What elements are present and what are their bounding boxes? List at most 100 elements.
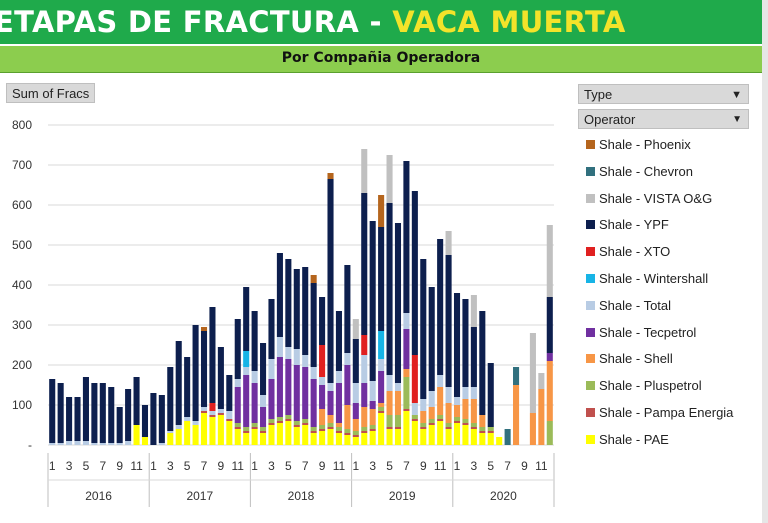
bar-segment [462,425,469,445]
bar-segment [361,149,368,193]
bar-segment [260,433,267,445]
bar-segment [66,397,73,441]
legend-label: Shale - Chevron [599,163,693,179]
bar-segment [386,415,393,427]
bar-segment [158,395,165,443]
bar-segment [82,441,89,445]
bar-segment [403,313,410,329]
bar-segment [150,393,157,445]
bar-segment [445,387,452,403]
bar-segment [285,419,292,421]
bar-segment [361,407,368,427]
legend-label: Shale - Phoenix [599,137,691,152]
bar-segment [276,357,283,417]
bar-segment [352,431,359,435]
bar-segment [285,415,292,419]
bar-segment [420,259,427,399]
legend-label: Shale - VISTA O&G [599,190,713,206]
bar-segment [470,429,477,445]
bar-segment [175,425,182,429]
legend-swatch [586,166,595,176]
bar-segment [352,435,359,437]
operator-filter-button[interactable]: Operator ▼ [578,109,749,129]
bar-segment [453,417,461,421]
bar-segment [453,405,461,417]
bar-segment [251,423,258,427]
bar-segment [378,411,385,413]
bar-segment [335,383,342,423]
x-tick-label: 9 [116,459,123,473]
page-subtitle: Por Compañia Operadora [281,50,481,66]
bar-segment [529,413,536,445]
bar-segment [470,387,477,399]
bar-segment [243,367,250,375]
bar-segment [487,433,494,445]
bar-segment [99,383,106,443]
x-tick-label: 3 [471,459,478,473]
bar-segment [403,369,410,377]
bar-segment [82,377,89,441]
bar-segment [251,371,258,383]
bar-segment [200,327,208,331]
bar-segment [243,375,250,427]
bar-segment [319,345,326,377]
bar-segment [234,319,241,379]
value-field-button[interactable]: Sum of Fracs [6,83,96,103]
bar-segment [437,415,444,419]
bar-segment [251,429,258,445]
bar-segment [479,415,486,427]
bar-segment [234,427,241,429]
bar-segment [141,405,149,437]
bar-segment [344,265,351,353]
bar-segment [378,413,385,445]
bar-segment [217,409,224,413]
bar-segment [268,423,275,425]
bar-segment [453,397,461,405]
year-label: 2017 [186,489,213,503]
bar-segment [192,425,199,445]
bar-segment [470,427,477,429]
y-tick-label: - [28,438,32,452]
x-tick-label: 5 [285,459,292,473]
bar-segment [470,295,477,327]
bar-segment [352,383,359,403]
bar-segment [538,373,545,389]
bar-segment [226,421,233,445]
bar-segment [386,203,393,375]
bar-segment [361,433,368,445]
bar-segment [302,355,309,367]
x-tick-label: 3 [268,459,275,473]
bar-segment [184,421,191,445]
year-label: 2018 [288,489,315,503]
bar-segment [378,195,385,227]
bar-segment [437,239,444,375]
legend-swatch [586,434,595,444]
filter-dropdown-icon: ▼ [731,89,742,101]
legend-swatch [586,140,595,149]
bar-segment [285,347,292,359]
legend-label: Shale - XTO [599,244,671,260]
x-tick-label: 7 [504,459,511,473]
bar-segment [133,425,140,445]
y-tick-label: 600 [12,198,32,212]
bar-segment [319,385,326,409]
bar-segment [116,443,123,445]
bar-segment [394,429,402,445]
type-filter-label: Type [584,87,613,102]
bar-segment [538,389,545,445]
bar-segment [352,339,359,383]
x-tick-label: 11 [130,459,143,473]
bar-segment [453,421,461,423]
x-tick-label: 11 [333,459,346,473]
bar-segment [369,221,376,381]
bar-segment [302,419,309,423]
bar-segment [462,399,469,419]
bar-segment [184,417,191,421]
x-tick-label: 3 [167,459,174,473]
legend-swatch [586,274,595,283]
bar-segment [319,425,326,429]
bar-segment [394,427,402,429]
bar-segment [546,421,553,445]
x-tick-label: 9 [218,459,225,473]
type-filter-button[interactable]: Type ▼ [578,84,749,104]
